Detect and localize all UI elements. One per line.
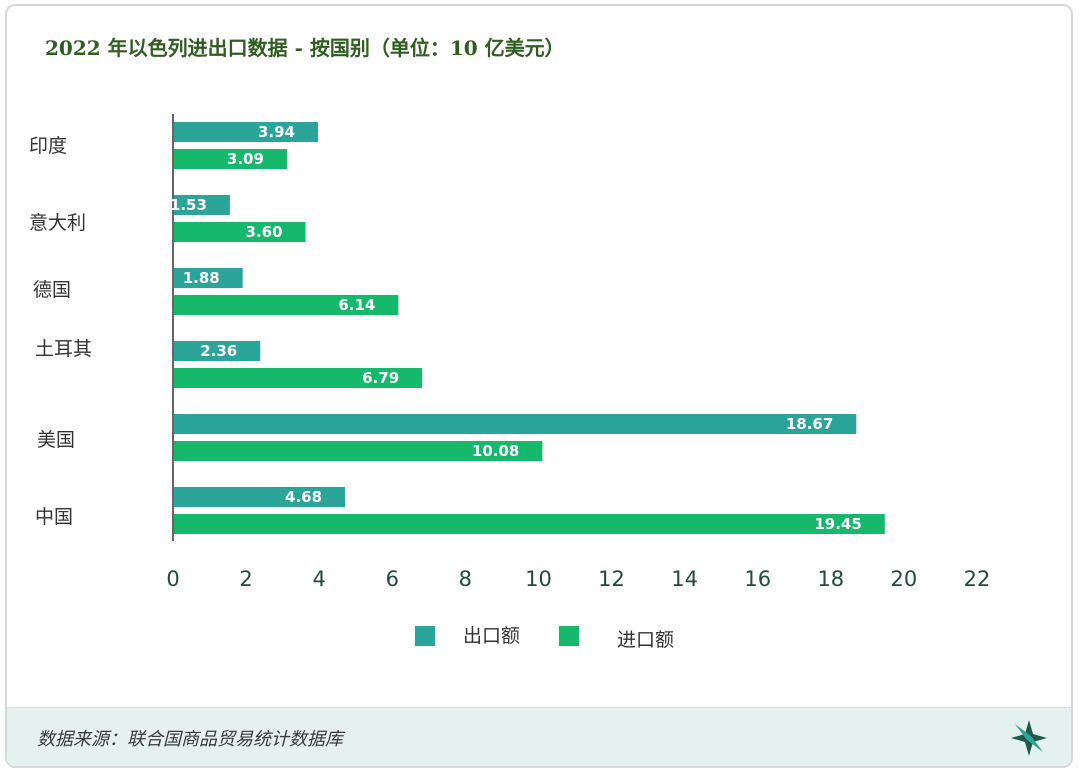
bar-import — [174, 295, 399, 315]
x-tick-label: 20 — [891, 567, 918, 591]
bar-export — [174, 487, 346, 507]
bar-value-label: 18.67 — [786, 415, 833, 433]
footer-bar: 数据来源：联合国商品贸易统计数据库 — [7, 707, 1071, 766]
bar-export — [174, 414, 857, 434]
bar-import — [174, 441, 543, 461]
chart-title: 2022 年以色列进出口数据 - 按国别（单位：10 亿美元） — [45, 36, 565, 60]
bar-value-label: 6.14 — [338, 296, 375, 314]
bar-value-label: 3.60 — [246, 223, 283, 241]
category-label: 土耳其 — [35, 338, 92, 360]
x-tick-label: 0 — [166, 567, 179, 591]
bar-value-label: 2.36 — [200, 342, 237, 360]
x-tick-label: 14 — [671, 567, 698, 591]
bar-export — [174, 341, 261, 361]
x-tick-label: 18 — [817, 567, 844, 591]
bar-value-label: 3.09 — [227, 150, 264, 168]
legend-swatch — [559, 626, 579, 646]
source-note: 数据来源：联合国商品贸易统计数据库 — [37, 729, 343, 750]
legend-swatch — [415, 626, 435, 646]
category-label: 美国 — [37, 429, 75, 451]
x-tick-label: 16 — [744, 567, 771, 591]
x-tick-label: 4 — [312, 567, 325, 591]
category-label: 意大利 — [29, 212, 86, 234]
x-tick-label: 22 — [964, 567, 991, 591]
legend-label: 进口额 — [617, 629, 674, 651]
x-tick-label: 8 — [459, 567, 472, 591]
chart-card: 2022 年以色列进出口数据 - 按国别（单位：10 亿美元） 印度意大利德国土… — [5, 4, 1073, 768]
bar-import — [174, 149, 287, 169]
bar-value-label: 10.08 — [472, 442, 519, 460]
x-tick-label: 6 — [386, 567, 399, 591]
bar-import — [174, 222, 306, 242]
bar-value-label: 6.79 — [362, 369, 399, 387]
bar-export — [174, 195, 230, 215]
bar-value-label: 3.94 — [258, 123, 295, 141]
bar-import — [174, 514, 885, 534]
bar-value-label: 19.45 — [814, 515, 861, 533]
bar-value-label: 4.68 — [285, 488, 322, 506]
x-tick-label: 12 — [598, 567, 625, 591]
bar-value-label: 1.53 — [170, 196, 207, 214]
bar-value-label: 1.88 — [183, 269, 220, 287]
legend-label: 出口额 — [463, 625, 520, 647]
category-label: 中国 — [35, 506, 73, 528]
bar-export — [174, 268, 243, 288]
x-tick-label: 2 — [239, 567, 252, 591]
category-label: 印度 — [29, 135, 67, 157]
bar-export — [174, 122, 318, 142]
star-logo-icon — [1011, 720, 1047, 756]
bar-import — [174, 368, 423, 388]
x-tick-label: 10 — [525, 567, 552, 591]
category-label: 德国 — [33, 279, 71, 301]
